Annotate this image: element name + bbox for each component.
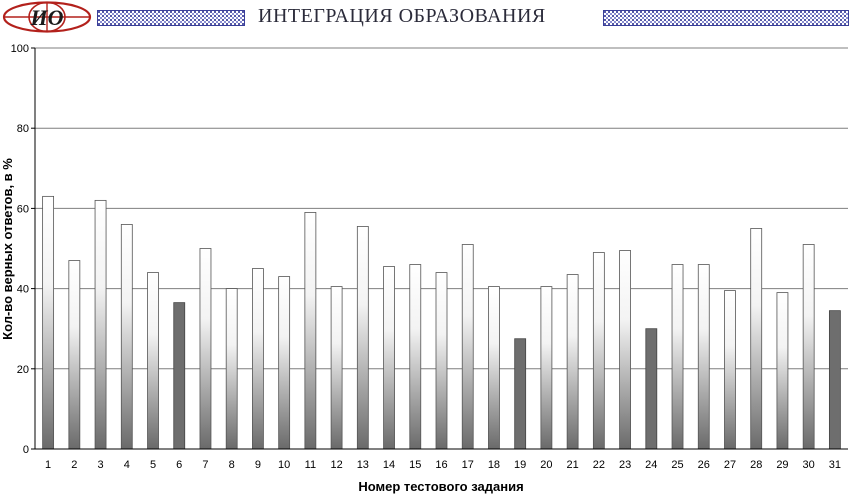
- bar-30: [802, 244, 815, 450]
- bars: [42, 195, 841, 450]
- x-tick-label: 18: [488, 459, 500, 471]
- bar-25: [671, 264, 684, 450]
- logo: ИО: [2, 1, 92, 33]
- header-title: ИНТЕГРАЦИЯ ОБРАЗОВАНИЯ: [258, 5, 546, 27]
- y-tick-label: 20: [17, 364, 29, 376]
- bar-16: [435, 272, 448, 450]
- bar-15: [409, 264, 422, 450]
- bar-2: [68, 260, 81, 450]
- x-tick-label: 29: [776, 459, 788, 471]
- x-tick-label: 2: [71, 459, 77, 471]
- y-tick-label: 0: [23, 444, 29, 456]
- bar-13: [356, 226, 369, 450]
- bar-7: [199, 248, 212, 450]
- axes: [34, 48, 848, 450]
- bar-28: [750, 228, 763, 450]
- bar-6: [173, 302, 186, 450]
- x-tick-label: 12: [330, 459, 342, 471]
- bar-4: [120, 224, 133, 450]
- y-axis-title: Кол-во верных ответов, в %: [0, 158, 15, 340]
- bar-5: [147, 272, 159, 450]
- bar-31: [828, 310, 841, 450]
- y-tick-label: 80: [17, 123, 29, 135]
- x-tick-label: 11: [305, 459, 316, 471]
- x-axis-title: Номер тестового задания: [358, 479, 523, 494]
- x-tick-label: 21: [567, 459, 579, 471]
- bar-1: [42, 195, 55, 450]
- decorative-pattern-left: [97, 10, 245, 26]
- bar-14: [383, 266, 395, 450]
- x-tick-label: 6: [176, 459, 182, 471]
- bar-10: [278, 276, 291, 450]
- bar-12: [330, 286, 343, 450]
- x-tick-label: 20: [540, 459, 552, 471]
- bar-19: [514, 338, 527, 450]
- x-tick-label: 27: [724, 459, 736, 471]
- bar-17: [461, 244, 474, 450]
- x-tick-label: 13: [357, 459, 369, 471]
- x-tick-label: 1: [45, 459, 51, 471]
- x-tick-label: 5: [150, 459, 156, 471]
- x-tick-label: 24: [645, 459, 657, 471]
- x-tick-label: 10: [278, 459, 290, 471]
- x-tick-label: 4: [124, 459, 130, 471]
- x-tick-label: 25: [671, 459, 683, 471]
- x-tick-label: 9: [255, 459, 261, 471]
- bar-24: [645, 328, 658, 450]
- bar-8: [225, 288, 238, 450]
- x-tick-label: 31: [829, 459, 841, 471]
- x-tick-label: 7: [202, 459, 208, 471]
- x-tick-label: 30: [803, 459, 815, 471]
- y-tick-label: 40: [17, 284, 29, 296]
- logo-text: ИО: [30, 5, 64, 30]
- x-tick-label: 23: [619, 459, 631, 471]
- x-tick-label: 26: [698, 459, 710, 471]
- bar-3: [94, 199, 107, 450]
- x-tick-labels: 1 2 3 4 5 6 7 8 9 10 11 12 13 14 15 16 17 18 19 20 21 22 23 24 2…: [45, 459, 841, 471]
- bar-23: [619, 250, 631, 450]
- y-tick-label: 60: [17, 203, 29, 215]
- bar-9: [252, 268, 264, 450]
- x-tick-label: 3: [97, 459, 103, 471]
- x-tick-label: 15: [409, 459, 421, 471]
- y-tick-labels: 0 20 40 60 80 100: [11, 43, 29, 456]
- decorative-pattern-right: [603, 10, 849, 26]
- bar-22: [592, 252, 605, 450]
- y-tick-label: 100: [11, 43, 29, 55]
- x-tick-label: 8: [229, 459, 235, 471]
- x-tick-label: 22: [593, 459, 605, 471]
- bar-21: [566, 274, 579, 450]
- x-tick-label: 17: [462, 459, 474, 471]
- header-banner: ИО ИНТЕГРАЦИЯ ОБРАЗОВАНИЯ: [0, 0, 850, 38]
- x-tick-label: 28: [750, 459, 762, 471]
- x-tick-label: 19: [514, 459, 526, 471]
- x-tick-label: 16: [435, 459, 447, 471]
- bar-26: [697, 264, 710, 450]
- bar-20: [540, 286, 553, 450]
- bar-29: [776, 292, 789, 450]
- bar-11: [304, 212, 317, 450]
- x-tick-label: 14: [383, 459, 395, 471]
- bar-18: [488, 286, 500, 450]
- bar-27: [724, 290, 736, 450]
